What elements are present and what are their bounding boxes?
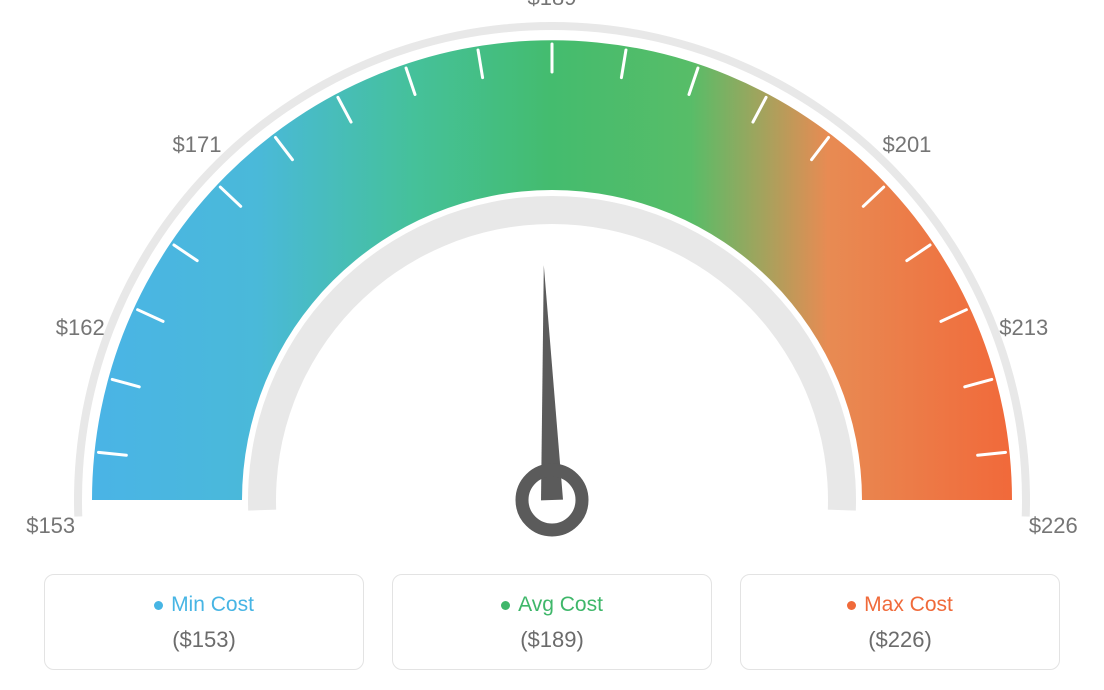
gauge-chart: $153 $162 $171 $189 $201 $213 $226	[0, 0, 1104, 560]
legend-title-avg: Avg Cost	[501, 593, 603, 617]
legend-title-label: Min Cost	[171, 593, 254, 617]
legend-value-max: ($226)	[751, 627, 1049, 653]
gauge-tick-label: $171	[173, 132, 222, 158]
legend-card-avg: Avg Cost ($189)	[392, 574, 712, 670]
legend-card-max: Max Cost ($226)	[740, 574, 1060, 670]
dot-icon	[501, 601, 510, 610]
legend-card-min: Min Cost ($153)	[44, 574, 364, 670]
gauge-tick-label: $153	[26, 513, 75, 539]
legend-title-label: Avg Cost	[518, 593, 603, 617]
legend-title-label: Max Cost	[864, 593, 953, 617]
gauge-tick-label: $201	[882, 132, 931, 158]
legend-title-min: Min Cost	[154, 593, 254, 617]
legend-value-avg: ($189)	[403, 627, 701, 653]
dot-icon	[154, 601, 163, 610]
legend-value-min: ($153)	[55, 627, 353, 653]
dot-icon	[847, 601, 856, 610]
legend-row: Min Cost ($153) Avg Cost ($189) Max Cost…	[0, 574, 1104, 670]
gauge-svg	[0, 0, 1104, 560]
gauge-tick-label: $226	[1029, 513, 1078, 539]
gauge-tick-label: $162	[56, 315, 105, 341]
gauge-tick-label: $189	[528, 0, 577, 11]
gauge-tick-label: $213	[999, 315, 1048, 341]
legend-title-max: Max Cost	[847, 593, 953, 617]
